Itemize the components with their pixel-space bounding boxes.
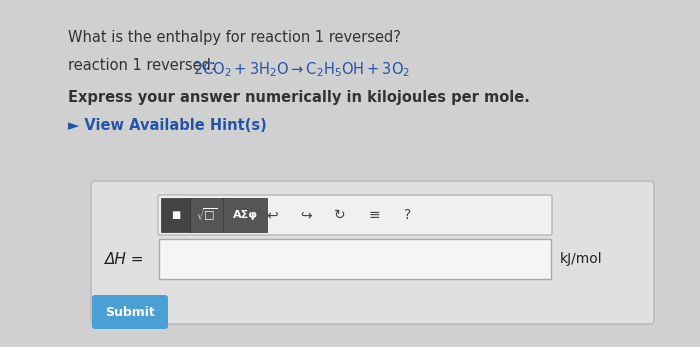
- Text: $2\mathrm{CO_2} + 3\mathrm{H_2O} \rightarrow \mathrm{C_2H_5OH} + 3\mathrm{O_2}$: $2\mathrm{CO_2} + 3\mathrm{H_2O} \righta…: [193, 60, 410, 79]
- FancyBboxPatch shape: [190, 198, 224, 232]
- Text: ↪: ↪: [300, 208, 312, 222]
- FancyBboxPatch shape: [92, 295, 168, 329]
- Text: AΣφ: AΣφ: [232, 210, 258, 220]
- Text: Submit: Submit: [105, 305, 155, 319]
- FancyBboxPatch shape: [159, 239, 551, 279]
- Text: Express your answer numerically in kilojoules per mole.: Express your answer numerically in kiloj…: [68, 90, 530, 105]
- Text: ► View Available Hint(s): ► View Available Hint(s): [68, 118, 267, 133]
- Text: $\sqrt{□}$: $\sqrt{□}$: [196, 207, 218, 223]
- Text: ≡: ≡: [368, 208, 380, 222]
- FancyBboxPatch shape: [158, 195, 552, 235]
- Text: ↩: ↩: [266, 208, 278, 222]
- FancyBboxPatch shape: [91, 181, 654, 324]
- Text: ΔH =: ΔH =: [105, 252, 144, 266]
- Text: What is the enthalpy for reaction 1 reversed?: What is the enthalpy for reaction 1 reve…: [68, 30, 401, 45]
- Text: ?: ?: [405, 208, 412, 222]
- Text: ■: ■: [172, 210, 181, 220]
- Text: reaction 1 reversed:: reaction 1 reversed:: [68, 58, 220, 73]
- FancyBboxPatch shape: [161, 198, 191, 232]
- FancyBboxPatch shape: [223, 198, 267, 232]
- Text: kJ/mol: kJ/mol: [560, 252, 603, 266]
- Text: ↻: ↻: [334, 208, 346, 222]
